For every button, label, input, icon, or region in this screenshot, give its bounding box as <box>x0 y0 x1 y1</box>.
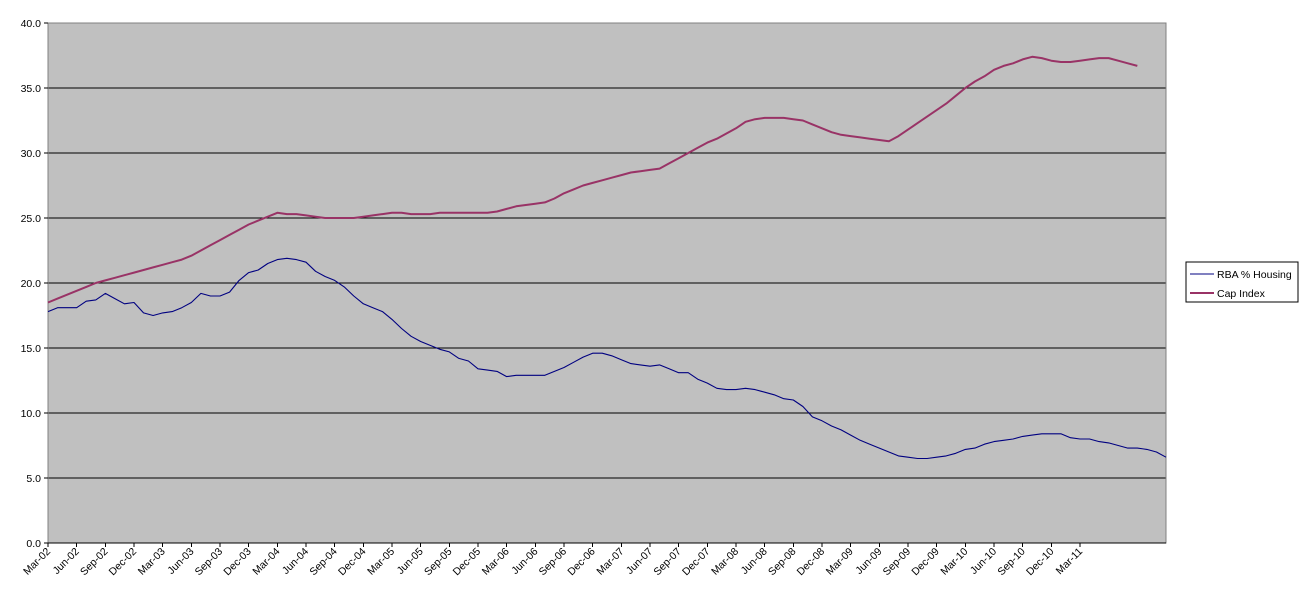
y-tick-label: 25.0 <box>21 213 42 225</box>
x-tick-label: Sep-10 <box>995 546 1028 579</box>
y-tick-label: 10.0 <box>21 408 42 420</box>
x-tick-label: Dec-09 <box>909 546 942 579</box>
x-tick-label: Sep-03 <box>193 546 226 579</box>
x-tick-label: Mar-05 <box>365 546 397 578</box>
x-tick-label: Sep-08 <box>766 546 799 579</box>
x-tick-label: Sep-07 <box>651 546 684 579</box>
x-tick-label: Jun-10 <box>968 546 999 577</box>
x-tick-label: Mar-06 <box>480 546 512 578</box>
x-tick-label: Jun-07 <box>624 546 655 577</box>
legend-label: Cap Index <box>1217 288 1266 300</box>
y-tick-label: 5.0 <box>26 473 41 485</box>
x-tick-label: Mar-09 <box>824 546 856 578</box>
x-tick-label: Dec-10 <box>1024 546 1057 579</box>
x-tick-label: Dec-05 <box>451 546 484 579</box>
series-line-rba-housing <box>47 257 1167 460</box>
x-tick-label: Dec-07 <box>680 546 713 579</box>
x-tick-label: Sep-09 <box>881 546 914 579</box>
y-tick-label: 30.0 <box>21 148 42 160</box>
x-tick-label: Sep-05 <box>422 546 455 579</box>
x-tick-label: Mar-03 <box>136 546 168 578</box>
legend: RBA % Housing Cap Index <box>1185 261 1299 303</box>
y-tick-label: 20.0 <box>21 278 42 290</box>
x-tick-label: Sep-02 <box>78 546 111 579</box>
x-tick-label: Dec-08 <box>795 546 828 579</box>
x-tick-label: Sep-06 <box>537 546 570 579</box>
x-tick-label: Jun-03 <box>165 546 196 577</box>
y-tick-label: 40.0 <box>21 18 42 30</box>
y-tick-label: 35.0 <box>21 83 42 95</box>
x-tick-label: Mar-04 <box>250 546 282 578</box>
series-line-cap-index <box>47 55 1138 304</box>
x-tick-label: Jun-09 <box>853 546 884 577</box>
x-tick-label: Sep-04 <box>307 546 340 579</box>
x-tick-label: Mar-07 <box>594 546 626 578</box>
x-tick-label: Jun-04 <box>280 546 311 577</box>
x-tick-label: Jun-06 <box>509 546 540 577</box>
x-tick-label: Jun-02 <box>51 546 82 577</box>
x-tick-label: Dec-04 <box>336 546 369 579</box>
x-tick-label: Mar-11 <box>1054 546 1086 578</box>
x-tick-label: Mar-08 <box>709 546 741 578</box>
x-tick-label: Dec-06 <box>565 546 598 579</box>
legend-label: RBA % Housing <box>1217 269 1292 281</box>
x-tick-label: Jun-08 <box>739 546 770 577</box>
y-tick-label: 15.0 <box>21 343 42 355</box>
legend-box <box>1185 261 1299 303</box>
y-tick-label: 0.0 <box>26 538 41 550</box>
x-tick-label: Mar-02 <box>21 546 53 578</box>
x-tick-label: Dec-02 <box>107 546 140 579</box>
x-tick-label: Dec-03 <box>221 546 254 579</box>
x-tick-label: Mar-10 <box>938 546 970 578</box>
x-tick-label: Jun-05 <box>395 546 426 577</box>
